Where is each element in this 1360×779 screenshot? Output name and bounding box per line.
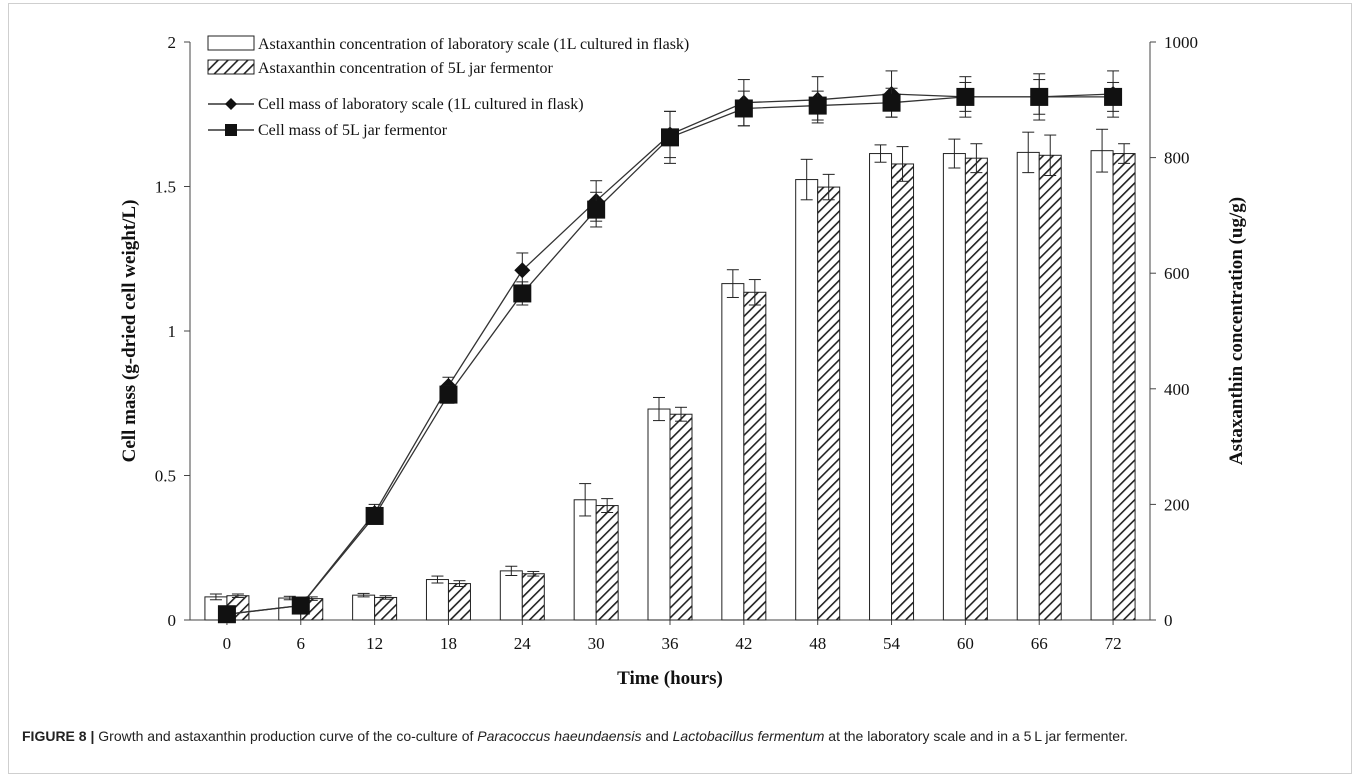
y-tick-label: 1 xyxy=(168,322,177,341)
bar-lab-scale xyxy=(795,179,819,621)
y-axis-title: Cell mass (g-dried cell weight/L) xyxy=(119,200,140,463)
y-tick-label: 0 xyxy=(168,611,177,630)
y2-tick-label: 800 xyxy=(1164,149,1190,168)
point-jar-fermentor xyxy=(217,605,236,624)
bar-lab-scale xyxy=(573,499,597,621)
bar-lab-scale xyxy=(647,408,671,621)
y2-tick-label: 200 xyxy=(1164,495,1190,514)
x-tick-label: 36 xyxy=(662,634,679,653)
point-lab-scale xyxy=(514,262,531,279)
legend-label: Astaxanthin concentration of laboratory … xyxy=(258,36,689,53)
x-tick-label: 6 xyxy=(297,634,306,653)
bar-jar-fermentor xyxy=(521,573,545,621)
caption-text: at the laboratory scale and in a 5 L jar… xyxy=(824,728,1128,744)
right-axis-ticks: 0 200 400 600 800 1000 xyxy=(1150,33,1198,630)
left-axis-ticks: 0 0.5 1 1.5 2 xyxy=(155,33,190,630)
bar-lab-scale xyxy=(721,283,745,621)
point-jar-fermentor xyxy=(808,96,827,115)
x-tick-label: 66 xyxy=(1031,634,1048,653)
bar-jar-fermentor xyxy=(964,157,988,621)
x-tick-label: 0 xyxy=(223,634,232,653)
caption-text: Growth and astaxanthin production curve … xyxy=(94,728,478,744)
point-jar-fermentor xyxy=(1030,87,1049,106)
point-jar-fermentor xyxy=(734,99,753,118)
legend-label: Astaxanthin concentration of 5L jar ferm… xyxy=(258,60,554,77)
x-tick-label: 72 xyxy=(1105,634,1122,653)
x-tick-label: 30 xyxy=(588,634,605,653)
bar-jar-fermentor xyxy=(447,583,471,621)
legend-swatch-hatched-bar xyxy=(207,59,255,75)
bar-series-group xyxy=(204,128,1136,621)
legend-diamond-marker xyxy=(225,98,237,110)
y-tick-label: 0.5 xyxy=(155,467,176,486)
bar-lab-scale xyxy=(1016,151,1040,621)
x-tick-label: 12 xyxy=(366,634,383,653)
x-tick-label: 24 xyxy=(514,634,532,653)
x-tick-label: 48 xyxy=(809,634,826,653)
bar-jar-fermentor xyxy=(595,505,619,621)
y2-axis-title: Astaxanthin concentration (ug/g) xyxy=(1226,197,1247,465)
x-tick-label: 42 xyxy=(735,634,752,653)
point-jar-fermentor xyxy=(439,385,458,404)
legend: Astaxanthin concentration of laboratory … xyxy=(207,35,689,139)
y2-tick-label: 600 xyxy=(1164,264,1190,283)
point-jar-fermentor xyxy=(365,506,384,525)
figure-frame xyxy=(8,3,1352,774)
bar-jar-fermentor xyxy=(669,413,693,621)
point-jar-fermentor xyxy=(1104,87,1123,106)
bar-jar-fermentor xyxy=(743,291,767,621)
caption-species: Lactobacillus fermentum xyxy=(672,728,825,744)
y-tick-label: 1.5 xyxy=(155,178,176,197)
bar-lab-scale xyxy=(425,579,449,621)
x-tick-label: 54 xyxy=(883,634,901,653)
bar-jar-fermentor xyxy=(374,596,398,621)
legend-square-marker xyxy=(225,124,237,136)
figure-caption: FIGURE 8 | Growth and astaxanthin produc… xyxy=(22,726,1342,746)
point-jar-fermentor xyxy=(291,596,310,615)
x-axis-title: Time (hours) xyxy=(617,668,723,689)
x-tick-label: 18 xyxy=(440,634,457,653)
bar-lab-scale xyxy=(1090,150,1114,621)
legend-label: Cell mass of laboratory scale (1L cultur… xyxy=(258,96,584,113)
line-series-group xyxy=(217,70,1123,624)
point-jar-fermentor xyxy=(661,128,679,147)
x-axis-ticks: 0 6 12 18 24 30 36 42 48 54 60 66 72 xyxy=(223,620,1122,653)
bar-jar-fermentor xyxy=(1038,154,1062,621)
caption-label: FIGURE 8 | xyxy=(22,728,95,744)
point-jar-fermentor xyxy=(587,200,606,219)
bar-jar-fermentor xyxy=(817,186,841,621)
bar-lab-scale xyxy=(942,153,966,621)
bar-jar-fermentor xyxy=(891,163,915,621)
caption-species: Paracoccus haeundaensis xyxy=(477,728,642,744)
y2-tick-label: 400 xyxy=(1164,380,1190,399)
chart: 0 0.5 1 1.5 2 0 200 400 600 800 1000 0 6 12 18 24 30 36… xyxy=(119,33,1247,689)
bar-lab-scale xyxy=(499,570,523,621)
y2-tick-label: 1000 xyxy=(1164,33,1198,52)
point-jar-fermentor xyxy=(513,284,532,303)
bar-lab-scale xyxy=(869,153,893,621)
x-tick-label: 60 xyxy=(957,634,974,653)
point-jar-fermentor xyxy=(882,93,901,112)
y2-tick-label: 0 xyxy=(1164,611,1173,630)
point-jar-fermentor xyxy=(956,87,975,106)
caption-text: and xyxy=(641,728,673,744)
y-tick-label: 2 xyxy=(168,33,177,52)
bar-lab-scale xyxy=(352,594,376,621)
legend-label: Cell mass of 5L jar fermentor xyxy=(258,122,448,139)
legend-swatch-open-bar xyxy=(207,35,255,51)
bar-jar-fermentor xyxy=(1112,153,1136,621)
